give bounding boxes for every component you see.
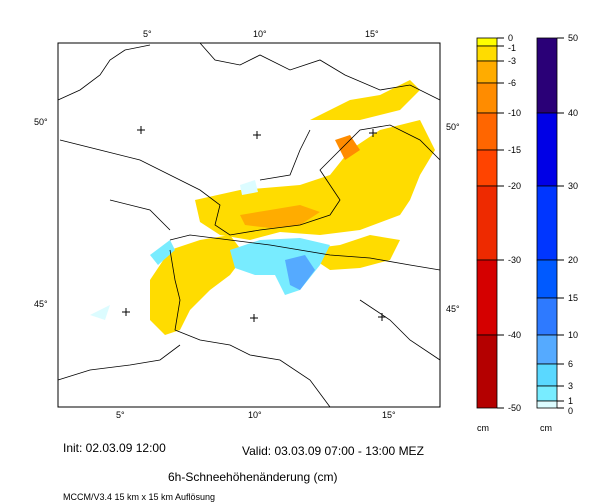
colorbar-tick-label: 40	[568, 107, 579, 118]
lon-label-top: 5°	[143, 29, 152, 39]
colorbar-segment	[536, 37, 558, 114]
colorbar-segment	[536, 259, 558, 299]
colorbar-segment	[476, 112, 498, 151]
colorbar-tick-label: -3	[508, 55, 517, 66]
colorbar-tick-label: -30	[508, 254, 522, 265]
snow-change-field	[90, 80, 435, 335]
lon-label-top: 15°	[365, 29, 379, 39]
colorbar-positive-unit: cm	[540, 423, 552, 433]
model-info: MCCM/V3.4 15 km x 15 km Auflösung	[63, 492, 216, 502]
lon-label-bottom: 15°	[382, 410, 396, 420]
increase-area-west	[150, 240, 175, 265]
valid-time: Valid: 03.03.09 07:00 - 13:00 MEZ	[242, 444, 424, 458]
lat-label-left: 45°	[34, 299, 48, 309]
colorbar-tick-label: 0	[508, 32, 514, 43]
lon-label-bottom: 5°	[116, 410, 125, 420]
decrease-area-bohemia	[310, 80, 420, 120]
colorbar-segment	[536, 297, 558, 336]
decrease-area-east	[300, 235, 400, 270]
colorbar-negative-unit: cm	[477, 423, 489, 433]
lat-label-right: 45°	[446, 304, 460, 314]
colorbar-segment	[536, 363, 558, 387]
stronger-decrease	[240, 205, 320, 228]
chart-title: 6h-Schneehöhenänderung (cm)	[168, 470, 338, 484]
lat-label-right: 50°	[446, 122, 460, 132]
colorbar-tick-label: -15	[508, 144, 522, 155]
colorbar-tick-label: 30	[568, 180, 579, 191]
lon-label-top: 10°	[253, 29, 267, 39]
colorbar-tick-label: 1	[568, 395, 574, 406]
init-time: Init: 02.03.09 12:00	[63, 441, 166, 455]
colorbar-segment	[476, 149, 498, 187]
colorbar-tick-label: 10	[568, 329, 579, 340]
borders-coastlines	[57, 42, 441, 408]
colorbar-tick-label: 20	[568, 254, 579, 265]
colorbar-segment	[536, 112, 558, 187]
increase-area-core	[285, 255, 315, 290]
lat-label-left: 50°	[34, 117, 48, 127]
colorbar-tick-label: 50	[568, 32, 579, 43]
colorbar-segment	[476, 185, 498, 261]
colorbar-segment	[536, 185, 558, 261]
colorbar-tick-label: 6	[568, 358, 574, 369]
decrease-area-western-alps	[150, 235, 245, 335]
colorbar-negative	[476, 37, 504, 409]
colorbar-segment	[476, 45, 498, 62]
colorbar-tick-label: 15	[568, 292, 579, 303]
colorbar-tick-label: -40	[508, 329, 522, 340]
colorbar-tick-label: -6	[508, 77, 517, 88]
lon-label-bottom: 10°	[248, 410, 262, 420]
colorbar-tick-label: -50	[508, 402, 522, 413]
colorbar-tick-label: -1	[508, 42, 517, 53]
colorbar-segment	[476, 259, 498, 336]
decrease-area-germany	[195, 120, 435, 240]
colorbar-segment	[476, 37, 498, 47]
colorbar-tick-label: 0	[568, 405, 574, 416]
colorbar-segment	[476, 82, 498, 114]
colorbar-tick-label: 3	[568, 380, 574, 391]
colorbar-segment	[536, 385, 558, 402]
colorbar-segment	[536, 334, 558, 365]
colorbar-segment	[476, 60, 498, 84]
colorbar-segment	[536, 400, 558, 409]
colorbar-segment	[476, 334, 498, 409]
colorbar-positive	[536, 37, 564, 409]
increase-area-north	[240, 180, 258, 195]
stronger-decrease-2	[335, 135, 360, 160]
map-frame	[57, 42, 441, 408]
increase-area-small	[90, 305, 110, 320]
colorbar-tick-label: -20	[508, 180, 522, 191]
colorbar-tick-label: -10	[508, 107, 522, 118]
grid-crosses	[122, 126, 386, 322]
